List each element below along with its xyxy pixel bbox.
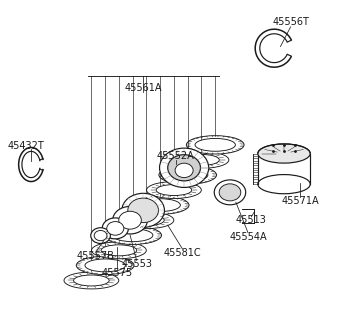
Text: 45432T: 45432T: [8, 141, 44, 151]
Ellipse shape: [104, 226, 161, 244]
Ellipse shape: [107, 221, 124, 235]
Ellipse shape: [186, 136, 244, 154]
Text: 45552A: 45552A: [157, 151, 195, 161]
Text: 45556T: 45556T: [272, 17, 309, 27]
Ellipse shape: [131, 196, 189, 214]
Ellipse shape: [147, 182, 201, 198]
Text: 45554A: 45554A: [229, 232, 267, 241]
Ellipse shape: [64, 272, 119, 289]
Text: 45561A: 45561A: [124, 83, 162, 92]
Ellipse shape: [219, 184, 241, 201]
Ellipse shape: [101, 245, 137, 256]
Ellipse shape: [102, 218, 128, 239]
Text: 45571A: 45571A: [281, 195, 319, 206]
Ellipse shape: [168, 155, 200, 181]
Ellipse shape: [140, 199, 180, 212]
Ellipse shape: [258, 175, 310, 194]
Ellipse shape: [129, 215, 164, 226]
Text: 45513: 45513: [236, 215, 267, 225]
Ellipse shape: [258, 144, 310, 163]
Text: 45575: 45575: [101, 267, 132, 278]
Ellipse shape: [91, 228, 110, 243]
Text: 45553: 45553: [121, 260, 152, 269]
Ellipse shape: [214, 180, 246, 205]
Ellipse shape: [128, 198, 158, 223]
Ellipse shape: [113, 206, 147, 234]
Ellipse shape: [92, 242, 146, 259]
Ellipse shape: [119, 212, 174, 229]
Ellipse shape: [184, 154, 219, 165]
Ellipse shape: [76, 256, 134, 275]
Ellipse shape: [74, 275, 109, 286]
Ellipse shape: [159, 166, 216, 184]
Ellipse shape: [122, 193, 165, 227]
Text: 45557B: 45557B: [77, 251, 115, 261]
Ellipse shape: [195, 139, 235, 151]
Ellipse shape: [175, 163, 193, 178]
Ellipse shape: [119, 211, 141, 229]
Ellipse shape: [174, 151, 229, 168]
Ellipse shape: [159, 148, 209, 188]
Ellipse shape: [85, 259, 125, 272]
Text: 45581C: 45581C: [164, 248, 201, 258]
Ellipse shape: [113, 229, 153, 242]
Ellipse shape: [94, 231, 107, 241]
Ellipse shape: [168, 168, 208, 181]
Ellipse shape: [156, 185, 192, 195]
